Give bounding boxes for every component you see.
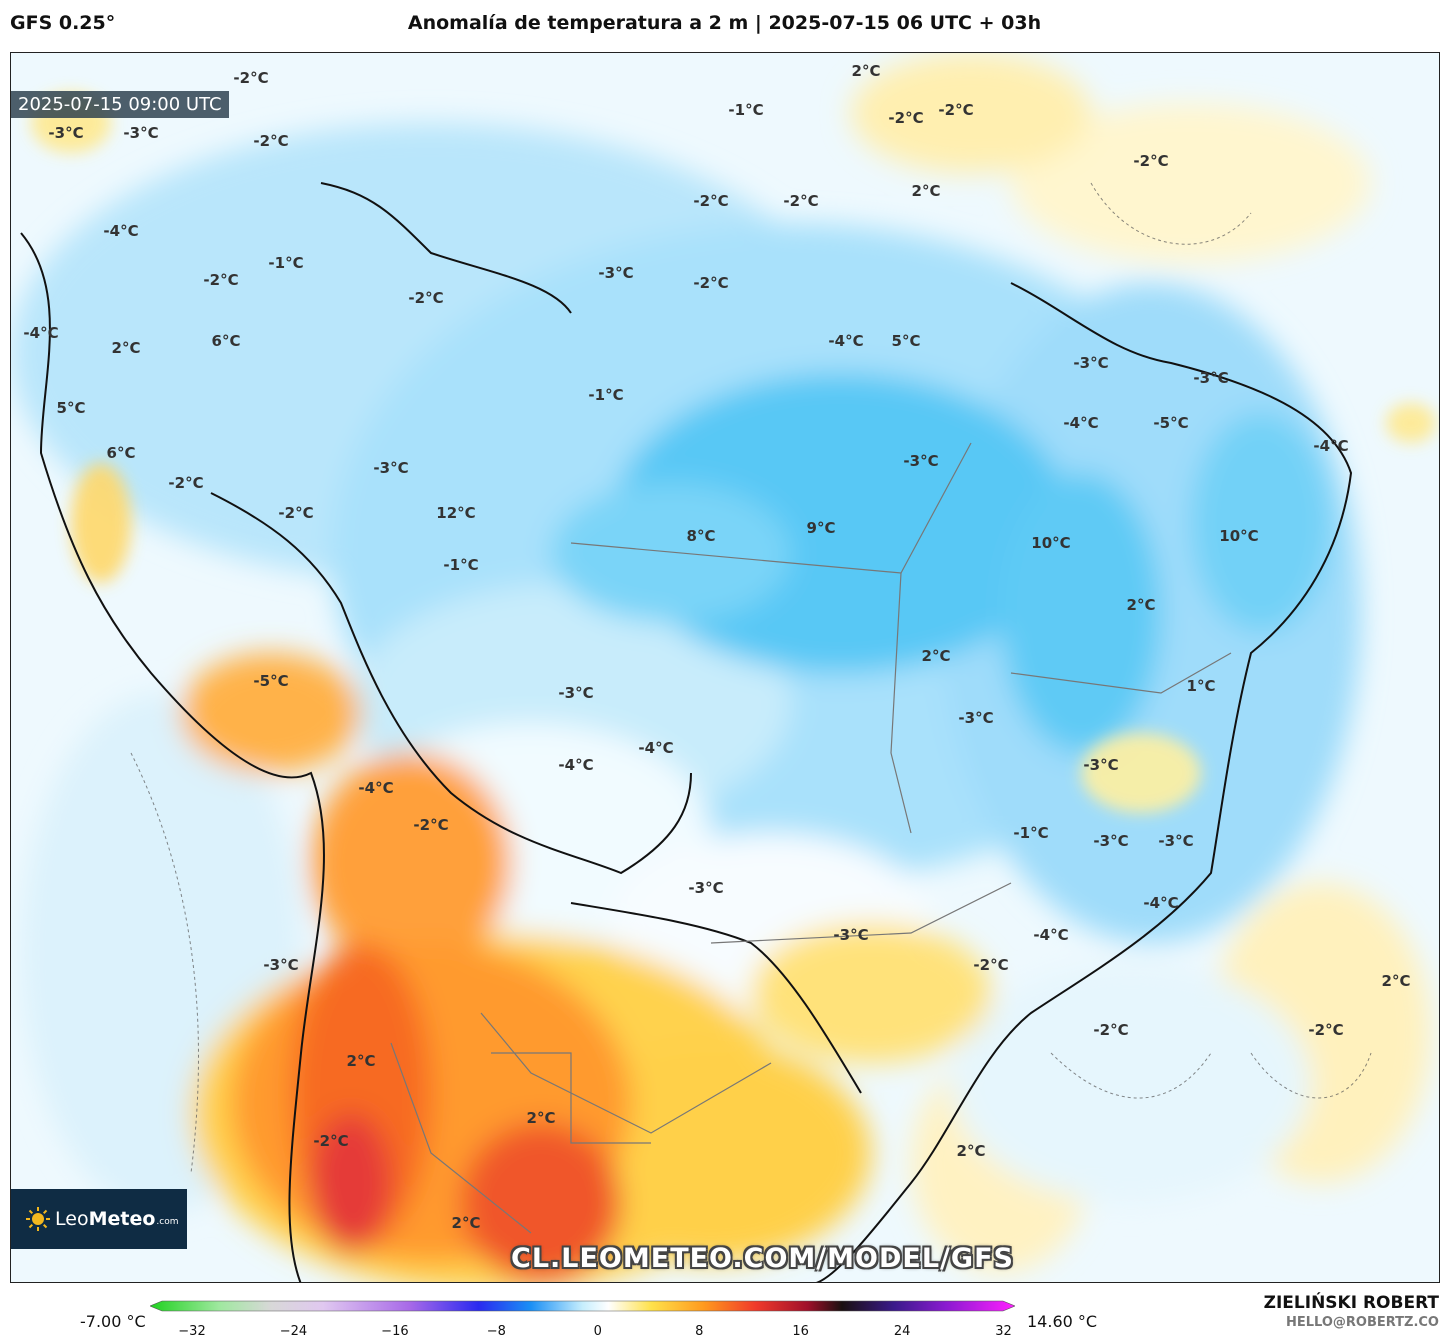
contour-label: -4°C — [558, 756, 594, 774]
contour-label: -2°C — [278, 504, 314, 522]
contour-label: 6°C — [211, 332, 241, 350]
map-panel: 2025-07-15 09:00 UTC -2°C -3°C -2°C -3°C 2°C… — [10, 52, 1440, 1283]
contour-label: 10°C — [1219, 527, 1259, 545]
contour-label: -3°C — [48, 124, 84, 142]
contour-label: -3°C — [688, 879, 724, 897]
contour-label: -3°C — [558, 684, 594, 702]
contour-label: -3°C — [1073, 354, 1109, 372]
author-email[interactable]: HELLO@ROBERTZ.CO — [1285, 1315, 1439, 1330]
contour-label: -2°C — [693, 274, 729, 292]
contour-label: -2°C — [1308, 1021, 1344, 1039]
contour-label: -1°C — [268, 254, 304, 272]
colorbar — [150, 1300, 1015, 1312]
contour-label: -2°C — [693, 192, 729, 210]
sun-icon — [26, 1207, 50, 1231]
contour-label: -4°C — [1143, 894, 1179, 912]
colorbar-tick-label: 32 — [995, 1324, 1012, 1339]
contour-label: -4°C — [358, 779, 394, 797]
contour-label: -3°C — [598, 264, 634, 282]
contour-label: -2°C — [253, 132, 289, 150]
contour-label: -3°C — [1083, 756, 1119, 774]
contour-label: 2°C — [911, 182, 941, 200]
contour-label: -1°C — [588, 386, 624, 404]
map-title: Anomalía de temperatura a 2 m | 2025-07-… — [407, 12, 1042, 34]
colorbar-min-label: -7.00 °C — [80, 1312, 146, 1331]
contour-label: -1°C — [443, 556, 479, 574]
leometeo-logo[interactable]: LeoMeteo .com — [11, 1189, 187, 1249]
watermark-url: CL.LEOMETEO.COM/MODEL/GFS — [511, 1243, 1014, 1274]
contour-label: -2°C — [973, 956, 1009, 974]
contour-label: -3°C — [1093, 832, 1129, 850]
contour-label: 2°C — [346, 1052, 376, 1070]
contour-label: -3°C — [1193, 369, 1229, 387]
contour-label: 2°C — [526, 1109, 556, 1127]
contour-label: 1°C — [1186, 677, 1216, 695]
author-credit: ZIELIŃSKI ROBERT — [1263, 1293, 1439, 1313]
contour-label: 5°C — [891, 332, 921, 350]
model-label: GFS 0.25° — [10, 12, 116, 34]
colorbar-tick-label: 24 — [893, 1324, 911, 1339]
contour-label: -2°C — [313, 1132, 349, 1150]
colorbar-tick-label: 0 — [593, 1324, 602, 1339]
contour-label: -4°C — [638, 739, 674, 757]
contour-label: 2°C — [921, 647, 951, 665]
colorbar-tick-label: 16 — [792, 1324, 809, 1339]
contour-label: -2°C — [938, 101, 974, 119]
contour-label: -3°C — [1158, 832, 1194, 850]
contour-label: 8°C — [686, 527, 716, 545]
contour-label: 2°C — [1381, 972, 1411, 990]
anomaly-field — [11, 53, 1439, 1282]
contour-label: -2°C — [408, 289, 444, 307]
contour-label: -3°C — [833, 926, 869, 944]
contour-label: -3°C — [123, 124, 159, 142]
contour-label: -3°C — [373, 459, 409, 477]
contour-label: -4°C — [23, 324, 59, 342]
contour-label: -2°C — [413, 816, 449, 834]
colorbar-max-label: 14.60 °C — [1027, 1312, 1098, 1331]
contour-label: -4°C — [103, 222, 139, 240]
contour-label: 2°C — [111, 339, 141, 357]
contour-label: -4°C — [1063, 414, 1099, 432]
contour-label: 9°C — [806, 519, 836, 537]
logo-text: LeoMeteo — [55, 1208, 156, 1230]
contour-label: -5°C — [1153, 414, 1189, 432]
contour-label: -2°C — [1093, 1021, 1129, 1039]
contour-label: -4°C — [828, 332, 864, 350]
contour-label: -2°C — [783, 192, 819, 210]
colorbar-tick-label: −24 — [279, 1324, 308, 1339]
contour-label: -3°C — [958, 709, 994, 727]
contour-label: 5°C — [56, 399, 86, 417]
contour-label: 6°C — [106, 444, 136, 462]
contour-label: 12°C — [436, 504, 476, 522]
colorbar-tick-label: −8 — [486, 1324, 506, 1339]
contour-label: -2°C — [888, 109, 924, 127]
contour-label: 2°C — [451, 1214, 481, 1232]
colorbar-tick-label: 8 — [695, 1324, 704, 1339]
contour-label: -3°C — [263, 956, 299, 974]
contour-label: -2°C — [233, 69, 269, 87]
colorbar-tick-label: −32 — [178, 1324, 206, 1339]
contour-label: 2°C — [1126, 596, 1156, 614]
contour-label: -5°C — [253, 672, 289, 690]
contour-label: -1°C — [1013, 824, 1049, 842]
colorbar-tick-label: −16 — [381, 1324, 409, 1339]
contour-label: 10°C — [1031, 534, 1071, 552]
contour-label: 2°C — [956, 1142, 986, 1160]
contour-label: -2°C — [1133, 152, 1169, 170]
contour-label: -1°C — [728, 101, 764, 119]
contour-label: -3°C — [903, 452, 939, 470]
valid-time-badge: 2025-07-15 09:00 UTC — [11, 91, 229, 118]
logo-domain: .com — [156, 1217, 179, 1227]
contour-label: 2°C — [851, 62, 881, 80]
contour-label: -4°C — [1033, 926, 1069, 944]
contour-label: -2°C — [168, 474, 204, 492]
contour-label: -4°C — [1313, 437, 1349, 455]
contour-label: -2°C — [203, 271, 239, 289]
